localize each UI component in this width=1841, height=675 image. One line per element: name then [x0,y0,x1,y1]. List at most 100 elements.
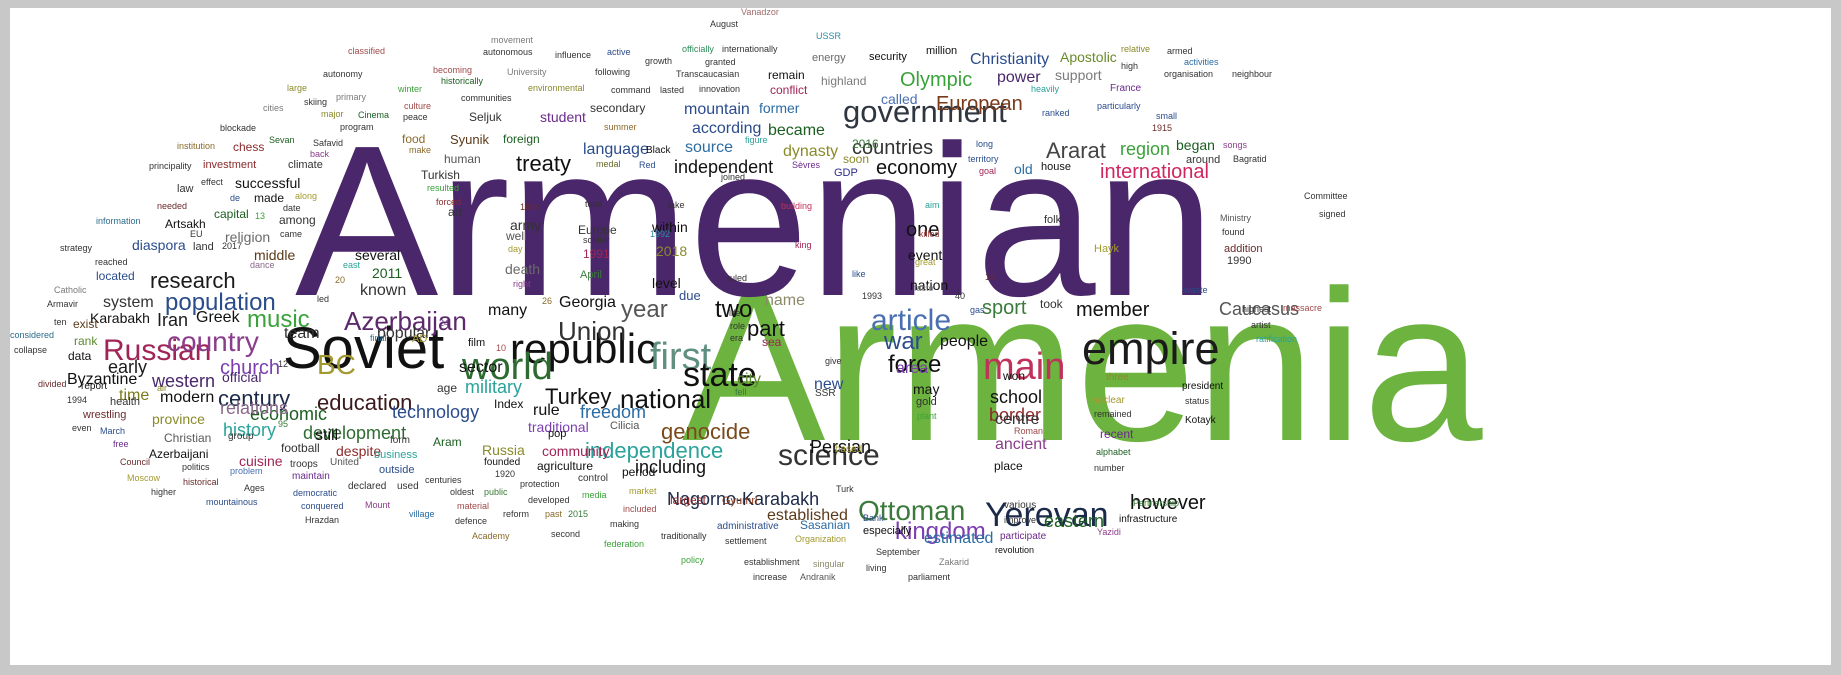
word-1991: 1991 [583,247,610,261]
word-border: border [989,405,1042,425]
word-peace: peace [403,112,428,122]
word-became: became [768,122,825,139]
word-effect: effect [201,177,223,187]
word-pop: pop [548,428,567,440]
word-security: security [869,51,907,63]
word-16: 16 [985,272,996,282]
word-catholic: Catholic [54,285,87,295]
word-addition: addition [1224,243,1263,255]
word-alphabet: alphabet [1096,447,1131,457]
word-internationally: internationally [722,44,778,54]
word-ssr: SSR [815,388,836,399]
word-apostolic: Apostolic [1060,49,1117,65]
word-modern: modern [160,389,215,406]
word-exist: exist [73,317,98,331]
word-led: led [317,294,330,304]
word-university: University [507,67,547,77]
word-plant: plant [917,411,937,421]
word-empire: empire [1082,323,1220,374]
word-primary: primary [336,92,367,102]
word-cinema: Cinema [358,110,390,120]
word-along: along [295,191,318,201]
word-ussr: USSR [816,31,842,41]
word-conquered: conquered [301,501,344,511]
word-principality: principality [149,161,192,171]
word-sea: sea [762,335,782,349]
word-politics: politics [182,462,210,472]
word-active: active [607,47,631,57]
word-history: history [223,420,277,440]
word-armed: armed [1167,46,1193,56]
word-medal: medal [596,159,621,169]
word-zakarid: Zakarid [939,557,970,567]
word-federation: federation [604,539,645,549]
word-day: day [508,244,523,254]
word-power: power [997,69,1041,86]
word-religion: religion [225,229,271,245]
word-becoming: becoming [433,65,473,75]
word-administrative: administrative [717,521,779,532]
word-era: era [730,333,744,343]
word-andranik: Andranik [800,572,836,582]
word-95: 95 [278,419,289,429]
word-increase: increase [753,572,788,582]
word-popular: popular [377,325,431,342]
word-article: article [871,304,952,337]
word-remain: remain [768,68,805,82]
word-well: well [506,229,527,243]
word-east: east [343,260,361,270]
word-russian: Russian [103,334,212,367]
word-participate: participate [1000,531,1047,542]
word-economic: economic [250,404,328,424]
word-eu: EU [190,229,203,239]
word-several: several [355,247,401,263]
word-traditional: traditional [528,419,589,435]
word-united: United [330,457,359,468]
word-divided: divided [38,379,67,389]
word-ancient: ancient [995,436,1047,453]
word-turkish: Turkish [421,168,460,182]
word-iran: Iran [157,310,189,330]
word-independent: independent [674,157,774,177]
word-country: country [167,326,259,357]
word-rule: rule [533,402,560,419]
word-two: two [715,296,753,323]
word-influence: influence [555,50,592,60]
word-blockade: blockade [220,123,257,133]
word-largest: largest [670,493,707,507]
word-came: came [280,229,303,239]
word-collapse: collapse [14,345,48,355]
word-cilicia: Cilicia [610,420,640,432]
word-century: century [218,386,291,411]
word-sector: sector [459,359,503,376]
word-georgia: Georgia [559,294,616,311]
word-agriculture: agriculture [537,459,594,473]
word-sasanian: Sasanian [800,518,851,532]
word-estimated: estimated [924,530,994,547]
word-nation: nation [910,277,949,293]
word-within: within [652,219,688,235]
word-yerevan: Yerevan [985,496,1109,534]
word-investment: investment [203,159,257,171]
word-law: law [177,183,194,195]
word-traditionally: traditionally [661,531,707,541]
word-air: air [157,383,168,393]
word-part: part [747,316,785,341]
word-ages: Ages [244,483,265,493]
word-nuclear: nuclear [1092,395,1125,406]
word-world: world [462,346,553,388]
word-waste: waste [1184,285,1208,295]
word-goal: goal [979,166,997,176]
word-gdp: GDP [834,167,858,179]
word-program: program [340,122,374,132]
word-report: report [81,381,108,392]
word-aram: Aram [433,435,462,449]
word-40: 40 [955,291,966,301]
word-house: house [1041,161,1071,173]
word-declared: declared [348,481,387,492]
word-skiing: skiing [304,97,328,107]
word-member: member [1076,299,1150,321]
word-nagorno-karabakh: Nagorno-Karabakh [667,489,820,509]
word-located: located [96,269,135,283]
word-art: art [448,205,463,219]
